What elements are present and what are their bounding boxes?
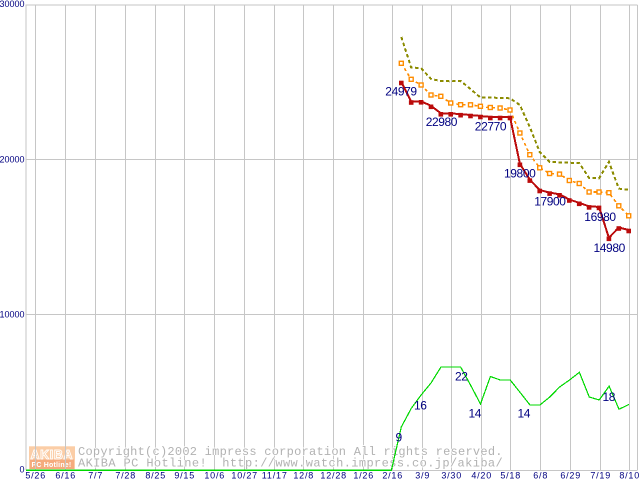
svg-text:AKIBA: AKIBA [31,448,74,462]
svg-text:4/20: 4/20 [471,471,492,480]
svg-text:18: 18 [603,390,616,404]
svg-text:16: 16 [414,399,427,413]
svg-text:11/17: 11/17 [262,471,288,480]
svg-text:12/28: 12/28 [320,471,347,480]
svg-text:22: 22 [455,370,468,384]
svg-text:14: 14 [518,407,531,421]
svg-text:10/6: 10/6 [204,471,225,480]
svg-text:7/28: 7/28 [115,471,136,480]
svg-text:20000: 20000 [0,155,25,165]
svg-text:1/26: 1/26 [353,471,374,480]
svg-text:0: 0 [19,465,24,475]
svg-text:30000: 30000 [0,0,25,9]
svg-text:22770: 22770 [475,120,507,134]
svg-text:24979: 24979 [385,84,417,98]
svg-text:9: 9 [396,431,403,445]
svg-text:19800: 19800 [504,166,536,180]
svg-text:PC Hotline!: PC Hotline! [32,462,72,469]
svg-text:10/27: 10/27 [231,471,258,480]
svg-text:2/16: 2/16 [382,471,403,480]
svg-text:8/25: 8/25 [145,471,166,480]
svg-text:22980: 22980 [426,115,458,129]
svg-text:16980: 16980 [584,210,616,224]
svg-text:6/29: 6/29 [560,471,581,480]
svg-text:17900: 17900 [534,195,566,209]
svg-text:3/30: 3/30 [441,471,462,480]
svg-text:14: 14 [469,407,482,421]
svg-text:6/16: 6/16 [55,471,76,480]
svg-text:8/10: 8/10 [619,471,640,480]
svg-text:9/15: 9/15 [174,471,195,480]
svg-text:14980: 14980 [594,241,626,255]
svg-text:7/7: 7/7 [88,471,103,480]
svg-text:6/8: 6/8 [533,471,548,480]
svg-text:5/18: 5/18 [500,471,521,480]
svg-text:AKIBA PC Hotline! http://www.: AKIBA PC Hotline! http://www.watch.impre… [78,457,503,471]
svg-text:12/8: 12/8 [293,471,314,480]
svg-text:10000: 10000 [0,310,25,320]
svg-text:5/26: 5/26 [25,471,46,480]
svg-text:7/19: 7/19 [590,471,611,480]
svg-text:3/9: 3/9 [415,471,430,480]
